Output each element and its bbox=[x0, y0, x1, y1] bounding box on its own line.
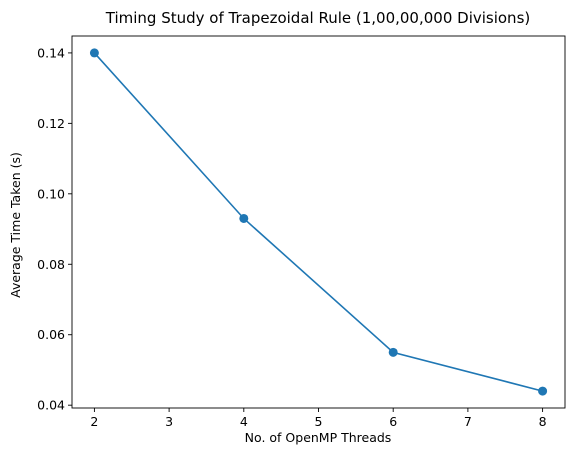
y-tick-label: 0.06 bbox=[37, 327, 65, 342]
data-point bbox=[538, 386, 548, 396]
x-axis-label: No. of OpenMP Threads bbox=[245, 430, 392, 445]
x-tick-label: 7 bbox=[464, 414, 472, 429]
data-point bbox=[388, 347, 398, 357]
series-line bbox=[93, 52, 543, 392]
y-tick-label: 0.08 bbox=[37, 257, 65, 272]
plot-frame bbox=[71, 35, 566, 409]
data-point bbox=[239, 213, 249, 223]
y-tick-label: 0.12 bbox=[37, 116, 65, 131]
data-point bbox=[89, 48, 99, 58]
plot-area: 2 3 4 5 6 7 8 0.04 0.06 0.08 0.10 0.12 0.14 bbox=[37, 35, 566, 429]
x-tick-label: 6 bbox=[389, 414, 397, 429]
y-tick-label: 0.04 bbox=[37, 398, 65, 413]
y-tick-label: 0.14 bbox=[37, 45, 65, 60]
x-tick-label: 2 bbox=[90, 414, 98, 429]
x-tick-label: 4 bbox=[240, 414, 248, 429]
x-tick-label: 3 bbox=[165, 414, 173, 429]
chart-title: Timing Study of Trapezoidal Rule (1,00,0… bbox=[105, 9, 530, 27]
x-tick-label: 8 bbox=[539, 414, 547, 429]
y-tick-label: 0.10 bbox=[37, 186, 65, 201]
y-axis-label: Average Time Taken (s) bbox=[8, 152, 23, 298]
x-tick-label: 5 bbox=[315, 414, 323, 429]
